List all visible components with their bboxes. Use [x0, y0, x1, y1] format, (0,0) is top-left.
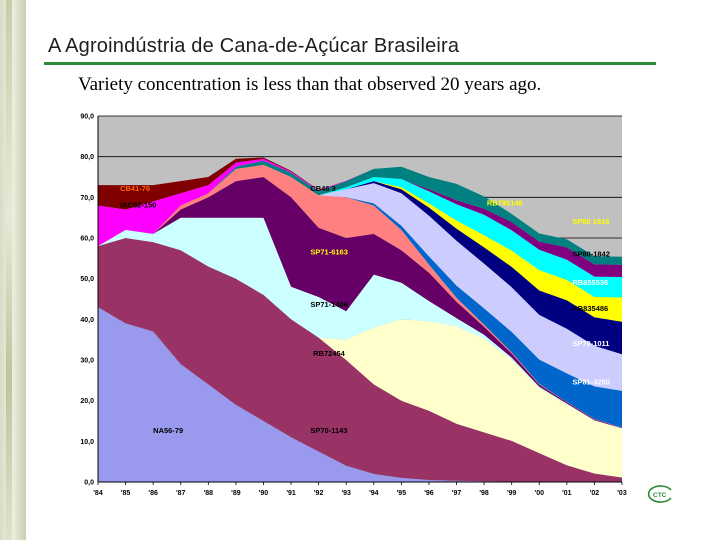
x-tick-label: '84 — [93, 490, 103, 497]
series-label: RB785148 — [487, 198, 523, 207]
x-tick-label: '94 — [369, 490, 379, 497]
y-tick-label: 20,0 — [80, 398, 94, 405]
x-tick-label: '85 — [121, 490, 131, 497]
x-tick-label: '88 — [204, 490, 214, 497]
series-label: CB41-76 — [120, 184, 150, 193]
x-tick-label: '98 — [479, 490, 489, 497]
x-tick-label: '96 — [424, 490, 434, 497]
y-tick-label: 90,0 — [80, 114, 94, 121]
y-tick-label: 70,0 — [80, 195, 94, 202]
header-title: A Agroindústria de Cana-de-Açúcar Brasil… — [48, 35, 460, 57]
x-tick-label: '00 — [535, 490, 545, 497]
series-label: SP70-1143 — [310, 426, 347, 435]
series-label: RB72454 — [313, 349, 346, 358]
y-tick-label: 80,0 — [80, 154, 94, 161]
x-tick-label: '03 — [617, 490, 627, 497]
x-tick-label: '90 — [259, 490, 269, 497]
series-label: SP71-6163 — [310, 247, 348, 256]
y-tick-label: 50,0 — [80, 276, 94, 283]
decorative-side-strip — [0, 0, 26, 540]
series-area-rb72454 — [98, 238, 622, 478]
y-tick-label: 40,0 — [80, 317, 94, 324]
series-area-sp81-3250 — [98, 160, 622, 265]
x-tick-label: '86 — [148, 490, 158, 497]
series-label: CB46 3 — [310, 184, 335, 193]
series-label: IAC52-150 — [120, 201, 156, 210]
series-label: SP80 1816 — [572, 217, 609, 226]
slide-subtitle: Variety concentration is less than that … — [78, 74, 542, 95]
series-area-sp79-1011 — [98, 164, 622, 428]
series-area-na56-79 — [98, 307, 622, 482]
x-tick-label: '87 — [176, 490, 186, 497]
series-area-rb835486 — [98, 164, 622, 391]
series-label: NA56-79 — [153, 426, 183, 435]
x-tick-label: '91 — [286, 490, 296, 497]
x-tick-label: '99 — [507, 490, 517, 497]
y-tick-label: 60,0 — [80, 236, 94, 243]
ctc-logo: CTC — [647, 485, 672, 503]
y-tick-label: 0,0 — [84, 480, 94, 487]
x-tick-label: '02 — [590, 490, 600, 497]
logo-text: CTC — [653, 492, 667, 499]
series-label: SP80-1842 — [572, 249, 610, 258]
y-tick-label: 10,0 — [80, 439, 94, 446]
y-tick-label: 30,0 — [80, 358, 94, 365]
series-label: SP79-1011 — [572, 339, 609, 348]
x-tick-label: '97 — [452, 490, 462, 497]
x-tick-label: '01 — [562, 490, 572, 497]
series-label: SP71-1406 — [310, 300, 348, 309]
series-label: RB835486 — [572, 304, 608, 313]
x-tick-label: '95 — [397, 490, 407, 497]
header-rule — [44, 62, 656, 65]
series-area-sp70-1143 — [98, 238, 622, 482]
series-label: SP81-3250 — [572, 377, 610, 386]
series-area-cb46-3 — [98, 164, 622, 428]
x-tick-label: '93 — [341, 490, 351, 497]
x-tick-label: '89 — [231, 490, 241, 497]
x-tick-label: '92 — [314, 490, 324, 497]
series-area-sp71-1406 — [98, 217, 622, 429]
series-label: RB855536 — [572, 278, 608, 287]
